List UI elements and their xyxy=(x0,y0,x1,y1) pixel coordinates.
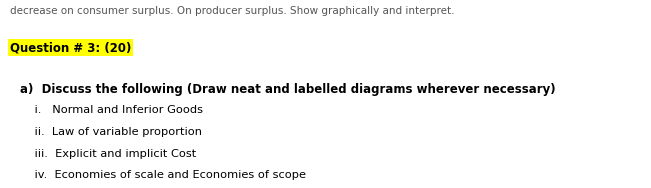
Text: ii.  Law of variable proportion: ii. Law of variable proportion xyxy=(20,127,202,137)
Text: i.   Normal and Inferior Goods: i. Normal and Inferior Goods xyxy=(20,105,202,115)
Text: iv.  Economies of scale and Economies of scope: iv. Economies of scale and Economies of … xyxy=(20,170,305,180)
Text: a)  Discuss the following (Draw neat and labelled diagrams wherever necessary): a) Discuss the following (Draw neat and … xyxy=(20,83,555,96)
Text: decrease on consumer surplus. On producer surplus. Show graphically and interpre: decrease on consumer surplus. On produce… xyxy=(10,6,454,16)
Text: Question # 3: (20): Question # 3: (20) xyxy=(10,41,131,54)
Text: iii.  Explicit and implicit Cost: iii. Explicit and implicit Cost xyxy=(20,149,196,158)
